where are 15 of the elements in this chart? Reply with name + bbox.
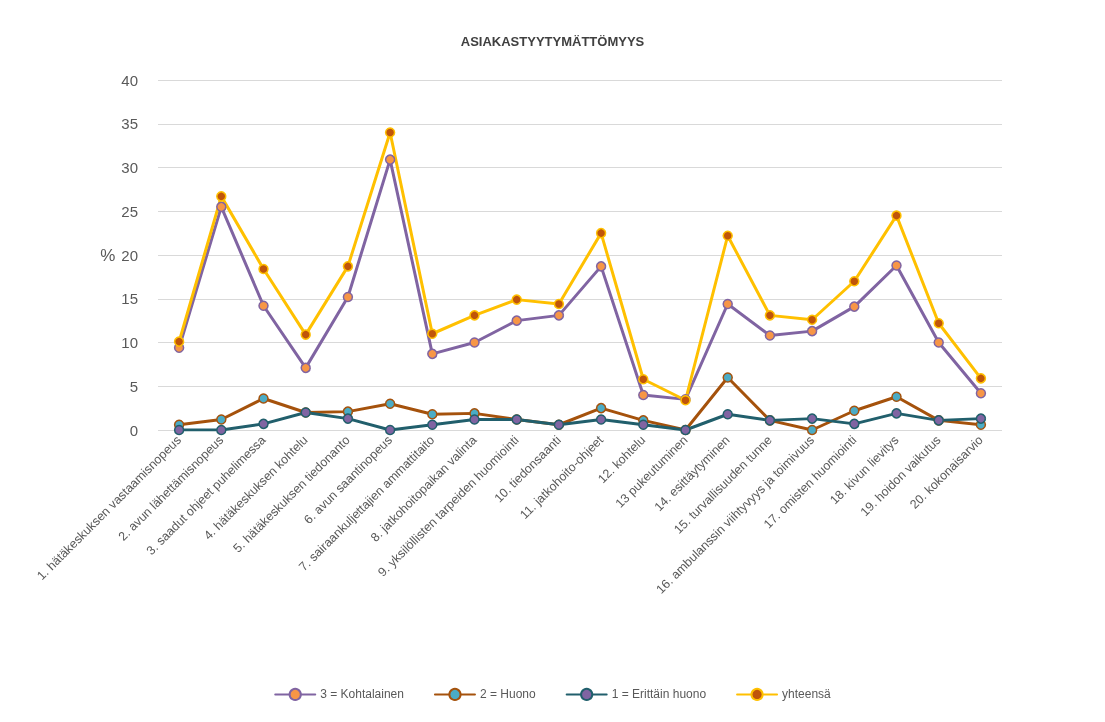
y-tick-label: 0: [129, 421, 138, 439]
chart-title: ASIAKASTYYTYMÄTTÖMYYS: [460, 34, 645, 49]
legend-label: yhteensä: [782, 687, 832, 702]
y-tick-label: 40: [121, 71, 138, 89]
legend-label: 2 = Huono: [479, 687, 536, 702]
y-tick-label: 20: [121, 246, 138, 264]
y-tick-label: 25: [121, 202, 138, 220]
y-tick-label: 10: [121, 334, 138, 351]
legend-label: 3 = Kohtalainen: [320, 687, 404, 702]
y-tick-label: 5: [129, 377, 138, 395]
y-axis-title: %: [100, 245, 116, 265]
y-tick-label: 15: [121, 290, 138, 308]
y-tick-label: 35: [121, 115, 138, 133]
legend-label: 1 = Erittäin huono: [611, 687, 707, 702]
y-tick-label: 30: [121, 159, 138, 176]
